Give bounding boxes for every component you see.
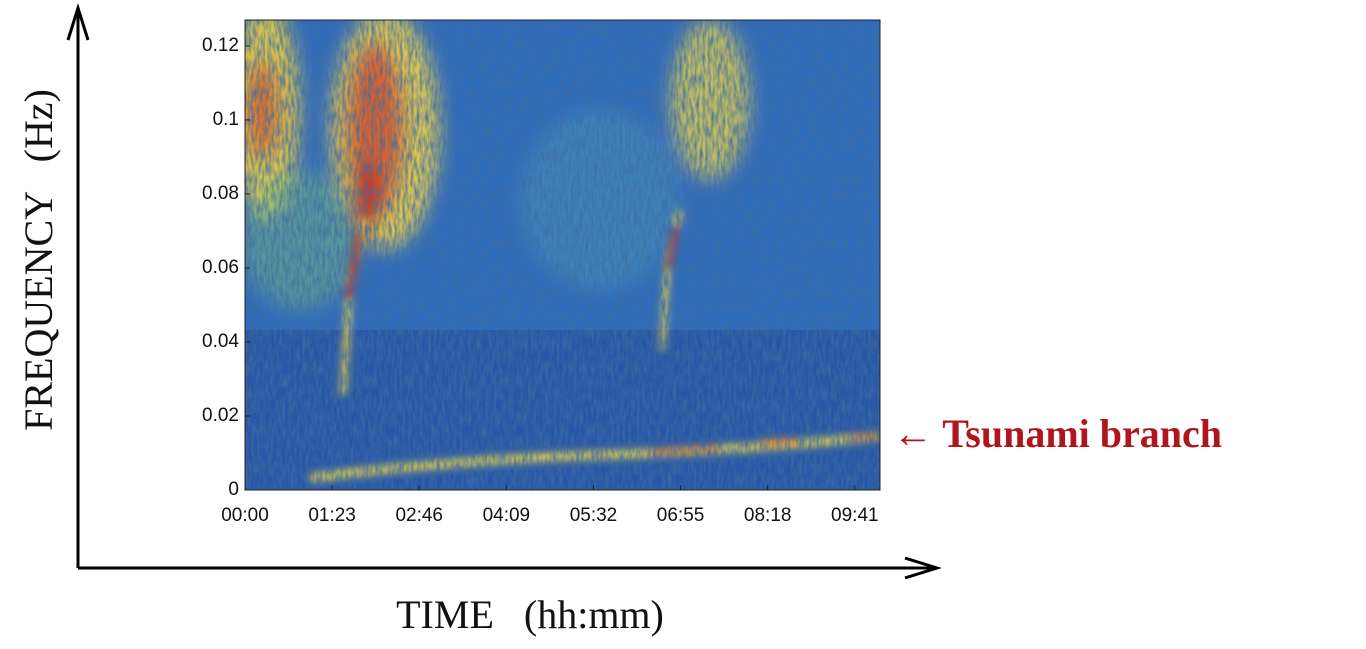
y-tick-label: 0.02 xyxy=(202,405,239,426)
spectrogram-image xyxy=(245,20,880,490)
plot-frame xyxy=(244,19,881,491)
x-axis-title: TIME (hh:mm) xyxy=(396,592,664,637)
y-tick-label: 0 xyxy=(228,479,239,500)
x-tick-label: 06:55 xyxy=(657,505,705,526)
y-axis-title: FREQUENCY (Hz) xyxy=(16,89,61,431)
x-tick-label: 09:41 xyxy=(831,505,879,526)
y-tick-label: 0.04 xyxy=(202,331,239,352)
x-tick-label: 00:00 xyxy=(221,505,269,526)
ticks: 0 0.02 0.04 0.06 0.08 0.1 0.12 00:00 01:23 02:46 0… xyxy=(202,35,879,526)
y-tick-label: 0.1 xyxy=(213,109,239,130)
x-tick-label: 05:32 xyxy=(570,505,618,526)
y-axis-arrow xyxy=(66,2,90,568)
x-tick-label: 04:09 xyxy=(483,505,531,526)
y-tick-label: 0.12 xyxy=(202,35,239,56)
x-tick-label: 02:46 xyxy=(395,505,443,526)
annotation: ← Tsunami branch xyxy=(893,411,1222,456)
y-tick-label: 0.06 xyxy=(202,257,239,278)
x-tick-label: 01:23 xyxy=(308,505,356,526)
y-tick-label: 0.08 xyxy=(202,183,239,204)
x-tick-label: 08:18 xyxy=(744,505,792,526)
x-axis-arrow xyxy=(78,556,943,580)
